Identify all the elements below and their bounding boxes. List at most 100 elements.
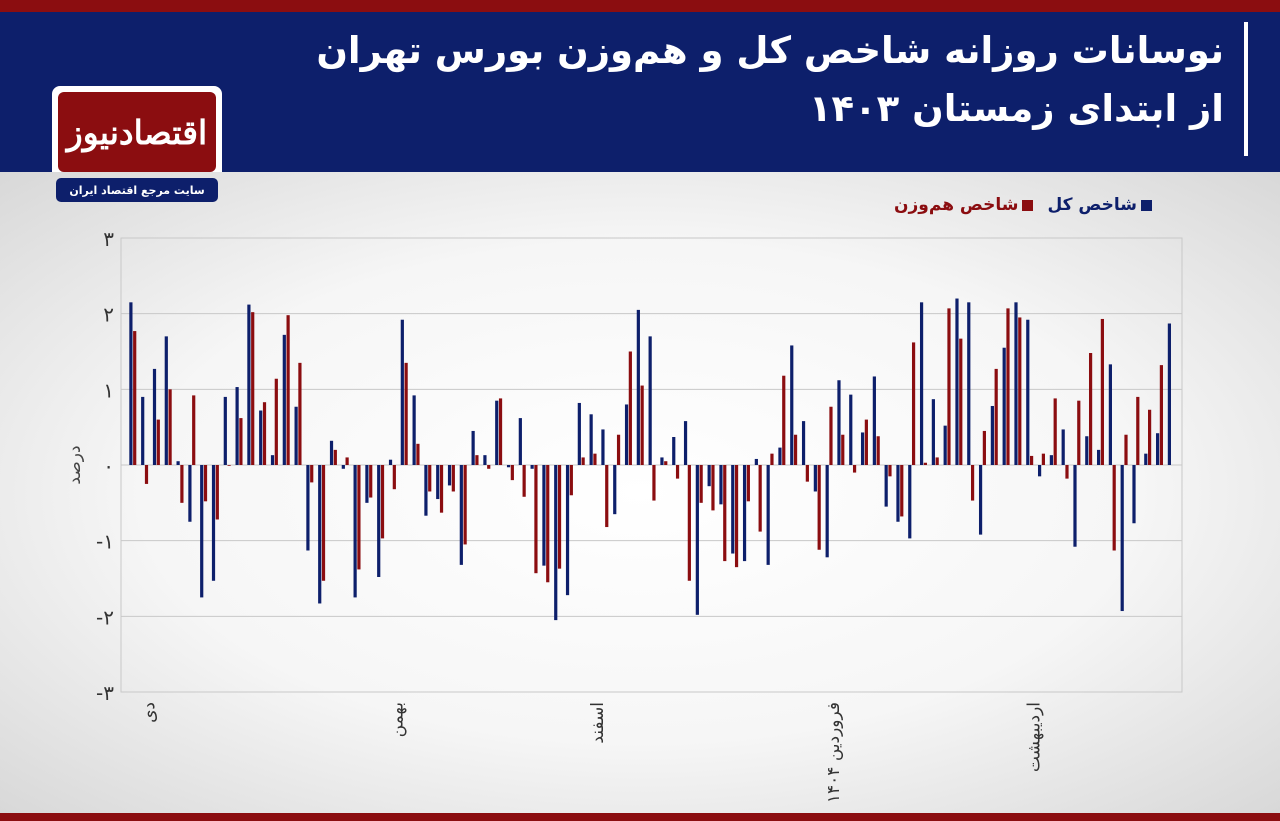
bar-shakhes-hamvazn [1112,465,1116,551]
bar-shakhes-kol [377,465,381,577]
bar-shakhes-kol [459,465,463,565]
chart-legend: شاخص کل شاخص هم‌وزن [880,193,1152,217]
bar-shakhes-hamvazn [192,395,196,465]
bar-shakhes-kol [306,465,310,551]
bar-shakhes-hamvazn [380,465,385,539]
bar-shakhes-hamvazn [829,406,833,465]
y-tick-label: -۱ [96,530,114,554]
bar-shakhes-hamvazn [581,457,585,465]
bar-shakhes-hamvazn [510,465,514,481]
bar-shakhes-hamvazn [286,315,290,465]
y-tick-label: ۲ [103,303,114,327]
bar-shakhes-kol [801,421,806,465]
bar-shakhes-hamvazn [605,465,609,528]
bar-shakhes-kol [282,334,286,465]
bar-shakhes-hamvazn [1018,317,1022,465]
bar-shakhes-kol [1167,323,1171,465]
bar-shakhes-kol [200,465,204,598]
bar-shakhes-hamvazn [876,436,880,465]
bar-shakhes-hamvazn [144,465,149,484]
bar-shakhes-kol [400,319,404,465]
bar-shakhes-hamvazn [982,430,986,465]
bar-shakhes-kol [436,465,440,500]
bar-shakhes-hamvazn [628,351,632,465]
bar-shakhes-hamvazn [534,465,538,574]
bar-shakhes-hamvazn [357,465,361,570]
bar-shakhes-hamvazn [557,465,562,569]
bar-shakhes-kol [1085,436,1089,465]
legend-label-hamvazn: شاخص هم‌وزن [894,195,1019,215]
bar-shakhes-kol [884,465,888,507]
bar-shakhes-kol [896,465,900,522]
bar-shakhes-kol [872,376,876,465]
y-tick-label: ۳ [103,227,114,251]
bar-shakhes-kol [247,304,251,465]
title-line-2: از ابتدای زمستان ۱۴۰۳ [808,87,1224,130]
bar-shakhes-hamvazn [888,465,892,477]
bar-shakhes-hamvazn [935,457,939,465]
bar-shakhes-hamvazn [1041,453,1045,465]
legend-swatch-hamvazn [1022,199,1034,211]
bar-shakhes-kol [223,396,227,465]
bar-shakhes-kol [542,465,546,566]
bar-shakhes-kol [495,400,499,465]
bar-shakhes-hamvazn [1136,396,1140,465]
bar-shakhes-kol [518,418,522,465]
bar-shakhes-hamvazn [1088,353,1093,465]
bar-shakhes-hamvazn [841,434,845,465]
bar-shakhes-kol [1120,465,1124,612]
y-tick-label: -۳ [96,681,114,705]
bar-shakhes-kol [447,465,452,486]
bar-shakhes-kol [259,410,263,465]
page-title: نوسانات روزانه شاخص کل و هم‌وزن بورس تهر… [316,22,1224,138]
bar-shakhes-hamvazn [782,375,786,465]
bar-shakhes-hamvazn [699,465,703,503]
bar-shakhes-hamvazn [262,402,267,465]
bar-shakhes-kol [601,429,605,465]
bar-shakhes-kol [554,465,558,621]
logo-tagline: سایت مرجع اقتصاد ایران [56,178,218,202]
bar-shakhes-hamvazn [970,465,975,501]
bar-shakhes-hamvazn [734,465,739,568]
bar-shakhes-kol [731,465,735,554]
bar-shakhes-kol [1049,455,1053,465]
bar-shakhes-hamvazn [1148,409,1152,465]
bar-shakhes-kol [506,465,511,468]
bar-shakhes-kol [365,465,369,503]
bar-shakhes-kol [990,405,994,465]
bar-shakhes-kol [754,458,758,465]
bar-shakhes-hamvazn [569,465,573,496]
bar-shakhes-hamvazn [416,443,420,465]
bar-shakhes-hamvazn [392,465,396,490]
bar-shakhes-kol [341,465,345,469]
bar-shakhes-hamvazn [428,465,432,492]
bar-shakhes-kol [152,368,157,465]
bar-shakhes-kol [919,302,924,465]
bar-shakhes-hamvazn [180,465,184,503]
bar-shakhes-kol [294,406,298,465]
bar-shakhes-kol [742,465,747,562]
bar-shakhes-hamvazn [1053,398,1057,465]
bar-shakhes-kol [955,298,959,465]
bar-shakhes-kol [1156,433,1160,465]
bar-shakhes-hamvazn [758,465,762,532]
bar-shakhes-kol [141,396,145,465]
bar-shakhes-kol [188,465,192,522]
bar-shakhes-hamvazn [652,465,656,501]
bar-shakhes-kol [695,465,699,615]
legend-item-hamvazn: شاخص هم‌وزن [894,195,1034,215]
bar-shakhes-hamvazn [770,453,774,465]
bar-shakhes-hamvazn [168,389,172,465]
bar-shakhes-kol [424,465,428,516]
bar-shakhes-kol [1144,453,1148,465]
bar-shakhes-kol [471,430,475,465]
legend-swatch-kol [1140,199,1152,211]
y-tick-label: -۲ [96,605,114,629]
x-month-label: بهمن [387,702,407,737]
bar-shakhes-kol [483,455,487,465]
bar-shakhes-kol [813,465,817,492]
bar-shakhes-hamvazn [805,465,809,482]
bar-shakhes-kol [849,394,853,465]
bar-shakhes-hamvazn [239,418,243,465]
